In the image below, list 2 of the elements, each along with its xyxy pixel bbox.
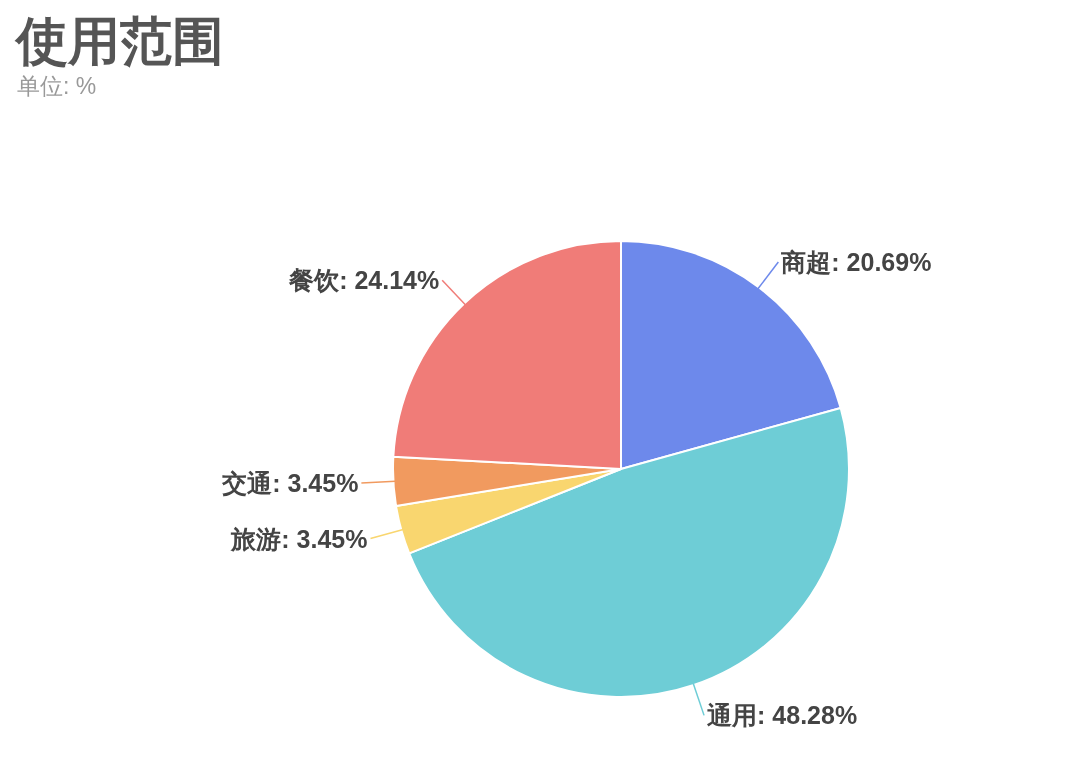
title: 使用范围 <box>16 12 224 70</box>
subtitle: 单位: % <box>17 73 97 99</box>
